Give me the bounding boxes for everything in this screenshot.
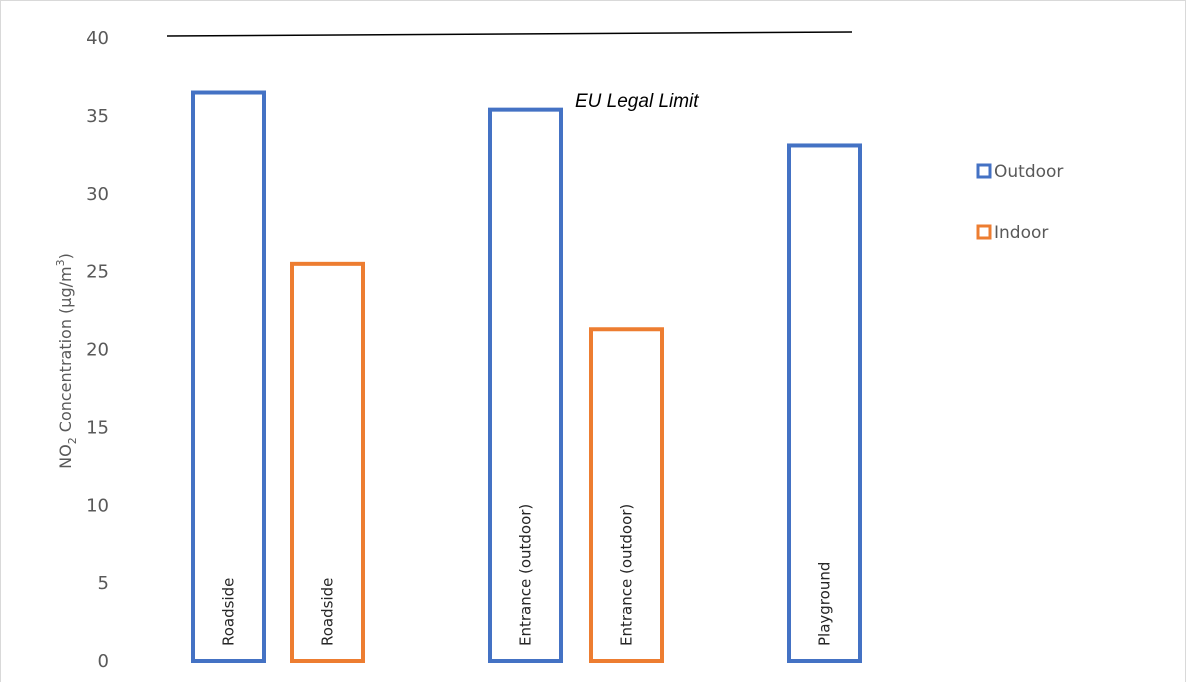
bar-outdoor [787, 143, 862, 663]
bar-outdoor [191, 90, 266, 663]
y-tick-label: 0 [98, 651, 109, 672]
bar-label: Entrance (outdoor) [517, 504, 535, 646]
y-tick-label: 30 [86, 184, 109, 205]
bar-outdoor [488, 107, 563, 663]
bar-label: Entrance (outdoor) [618, 504, 636, 646]
y-axis-title: NO2 Concentration (µg/m3) [54, 253, 79, 469]
bar-label: Roadside [319, 578, 337, 646]
bar-indoor [290, 261, 365, 663]
y-tick-label: 25 [86, 262, 109, 283]
eu-limit-line [166, 31, 853, 37]
y-axis: 0 5 10 15 20 25 30 35 40 [86, 28, 109, 672]
y-tick-label: 5 [98, 573, 109, 594]
y-axis-title-base: NO [56, 444, 75, 469]
y-tick-label: 20 [86, 340, 109, 361]
bar-label: Roadside [220, 578, 238, 646]
y-axis-title-middle: Concentration (µg/m [56, 266, 75, 437]
y-tick-label: 15 [86, 417, 109, 438]
legend-swatch-outdoor [976, 163, 992, 179]
y-tick-label: 35 [86, 106, 109, 127]
bars: Roadside Roadside Entrance (outdoor) Entran… [191, 90, 862, 663]
legend: Outdoor Indoor [976, 162, 1063, 243]
annotations: EU Legal Limit [166, 31, 853, 112]
legend-label-outdoor: Outdoor [994, 162, 1063, 182]
y-tick-label: 40 [86, 28, 109, 49]
y-axis-title-superscript: 3 [54, 259, 67, 266]
bar-indoor [589, 327, 664, 663]
y-tick-label: 10 [86, 495, 109, 516]
y-axis-title-subscript: 2 [66, 437, 79, 444]
eu-limit-label: EU Legal Limit [575, 91, 699, 112]
bar-label: Playground [816, 562, 834, 646]
y-axis-title-end: ) [56, 253, 75, 259]
legend-label-indoor: Indoor [994, 223, 1048, 243]
legend-swatch-indoor [976, 224, 992, 240]
